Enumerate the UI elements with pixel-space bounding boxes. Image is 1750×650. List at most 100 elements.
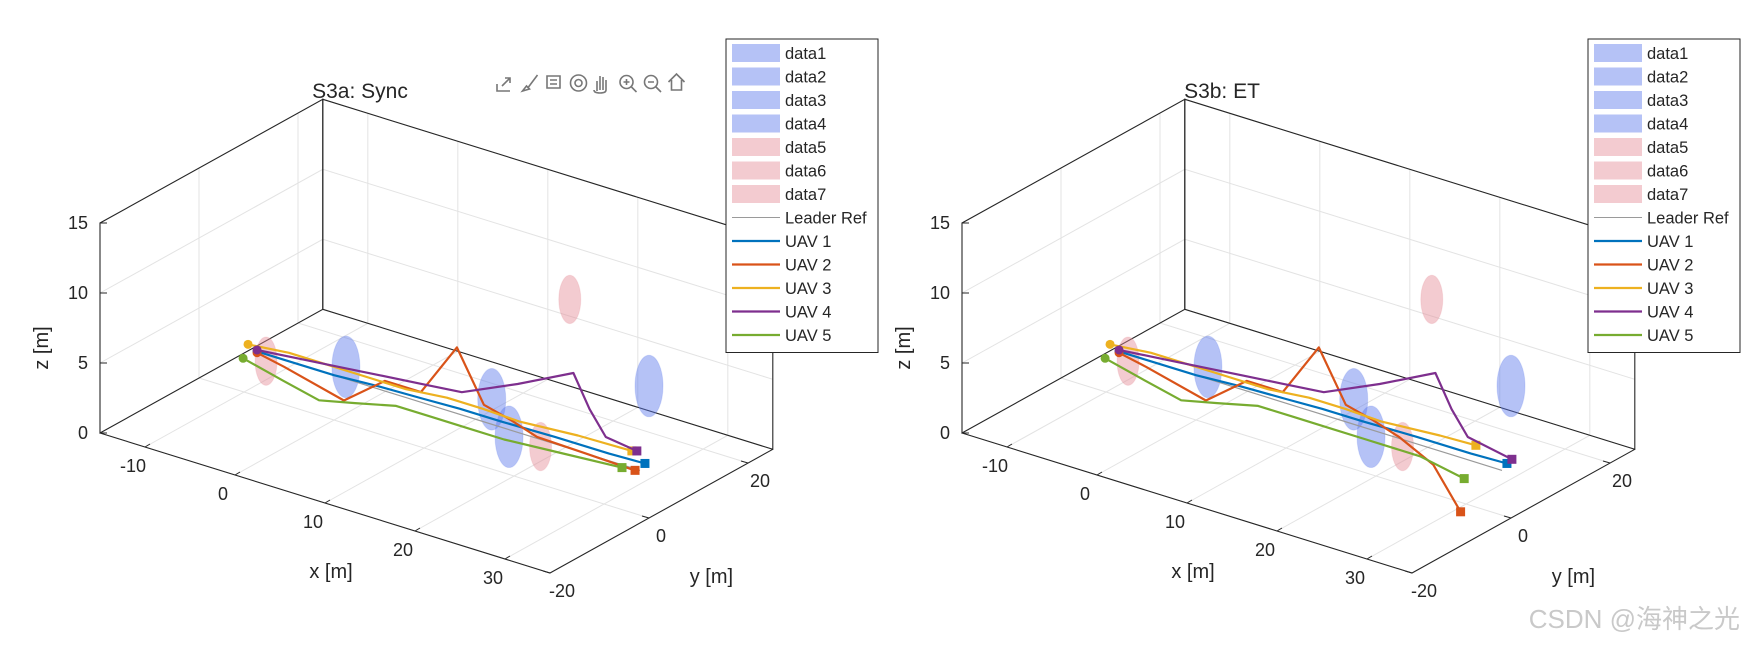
grid-z-2 [99,168,773,310]
legend-swatch-4 [1594,138,1642,156]
watermark: CSDN @海神之光 [1529,604,1740,634]
legend-entry-1[interactable]: data2 [785,69,826,87]
trajectory-uav-2 [1118,346,1462,513]
end-marker-3 [1471,440,1481,450]
legend-entry-4[interactable]: data5 [1647,139,1688,157]
legend-entry-5[interactable]: data6 [1647,163,1688,181]
legend-entry-6[interactable]: data7 [785,186,826,204]
legend-entry-8[interactable]: UAV 1 [1647,233,1693,251]
legend-entry-11[interactable]: UAV 4 [1647,304,1693,322]
legend-entry-8[interactable]: UAV 1 [785,233,831,251]
trajectory-uav-1 [1118,350,1508,465]
start-marker-4 [252,345,262,355]
legend-entry-4[interactable]: data5 [785,139,826,157]
legend-entry-7[interactable]: Leader Ref [785,210,867,228]
trajectory-uav-3 [247,343,633,452]
x-tick-mark-3 [1276,527,1283,532]
legend-entry-12[interactable]: UAV 5 [1647,327,1693,345]
z-tick-label-2: 10 [930,283,950,303]
legend-swatch-3 [732,114,780,133]
x-tick-mark-4 [504,555,511,560]
legend-swatch-5 [732,161,780,180]
end-marker-4 [1507,454,1517,464]
chart-title: S3b: ET [1184,80,1260,103]
y-tick-label-0: -20 [549,581,575,601]
grid-z-2 [961,168,1635,310]
legend-entry-3[interactable]: data4 [785,116,826,134]
trajectory-uav-5 [1104,357,1465,480]
z-tick-label-1: 5 [78,353,88,373]
home-icon[interactable] [667,72,686,91]
end-marker-5 [617,463,627,473]
obstacle-data6 [558,274,582,325]
legend-entry-11[interactable]: UAV 4 [785,304,831,322]
x-tick-label-4: 30 [1345,568,1365,588]
brush-icon[interactable] [520,74,539,93]
end-marker-5 [1459,474,1469,484]
legend-entry-5[interactable]: data6 [785,163,826,181]
panel-s3a: -10 0 10 20 30 -20 0 20 0 5 10 15 x [m] y [m] z [m] S3a… [31,38,879,601]
x-axis-label: x [m] [1171,561,1214,583]
z-tick-label-3: 15 [930,213,950,233]
rotate-icon[interactable] [569,74,588,92]
end-marker-1 [640,458,650,468]
x-tick-mark-2 [1186,499,1193,504]
trajectory-uav-5 [242,357,623,469]
legend-swatch-1 [1594,67,1642,86]
y-tick-mark-1 [641,515,650,519]
legend-entry-1[interactable]: data2 [1647,69,1688,87]
zoom-out-icon[interactable] [643,74,662,93]
y-tick-label-1: 0 [1518,526,1528,546]
y-tick-label-0: -20 [1411,581,1437,601]
z-tick-label-1: 5 [940,353,950,373]
obstacle-data4 [634,354,664,418]
y-tick-label-2: 20 [1612,471,1632,491]
y-tick-mark-1 [1503,515,1512,519]
x-tick-label-1: 0 [1080,484,1090,504]
legend-entry-12[interactable]: UAV 5 [785,327,831,345]
y-tick-label-2: 20 [750,471,770,491]
end-marker-1 [1502,458,1512,468]
legend-entry-7[interactable]: Leader Ref [1647,210,1729,228]
pan-icon[interactable] [593,76,607,94]
x-axis-label: x [m] [309,561,352,583]
legend-entry-0[interactable]: data1 [1647,45,1688,63]
z-axis-label: z [m] [893,326,915,369]
legend-entry-6[interactable]: data7 [1647,186,1688,204]
end-marker-2 [630,465,640,475]
legend-entry-2[interactable]: data3 [785,92,826,110]
x-tick-label-3: 20 [393,540,413,560]
export-icon[interactable] [496,77,511,92]
x-tick-mark-2 [324,499,331,504]
start-marker-3 [1105,339,1115,349]
legend-entry-9[interactable]: UAV 2 [1647,257,1693,275]
zoom-in-icon[interactable] [619,74,638,93]
y-tick-mark-2 [740,460,749,464]
legend-swatch-2 [732,91,780,109]
legend-entry-10[interactable]: UAV 3 [1647,280,1693,298]
x-tick-label-2: 10 [1165,512,1185,532]
legend-entry-0[interactable]: data1 [785,45,826,63]
end-marker-2 [1456,507,1466,517]
legend-entry-9[interactable]: UAV 2 [785,257,831,275]
x-tick-mark-1 [1096,471,1103,476]
start-marker-5 [1100,353,1110,363]
x-tick-mark-1 [234,471,241,476]
legend-swatch-1 [732,67,780,86]
axes-toolbar [496,72,686,94]
trajectory-uav-1 [256,350,646,465]
legend-entry-10[interactable]: UAV 3 [785,280,831,298]
y-tick-mark-2 [1602,460,1611,464]
z-tick-label-0: 0 [940,423,950,443]
start-marker-5 [238,353,248,363]
legend-swatch-6 [732,185,780,203]
legend-entry-3[interactable]: data4 [1647,116,1688,134]
start-marker-3 [243,339,253,349]
trajectory-uav-4 [256,348,638,453]
x-tick-mark-4 [1366,555,1373,560]
legend-entry-2[interactable]: data3 [1647,92,1688,110]
datatip-icon[interactable] [546,75,561,89]
x-tick-label-0: -10 [982,456,1008,476]
